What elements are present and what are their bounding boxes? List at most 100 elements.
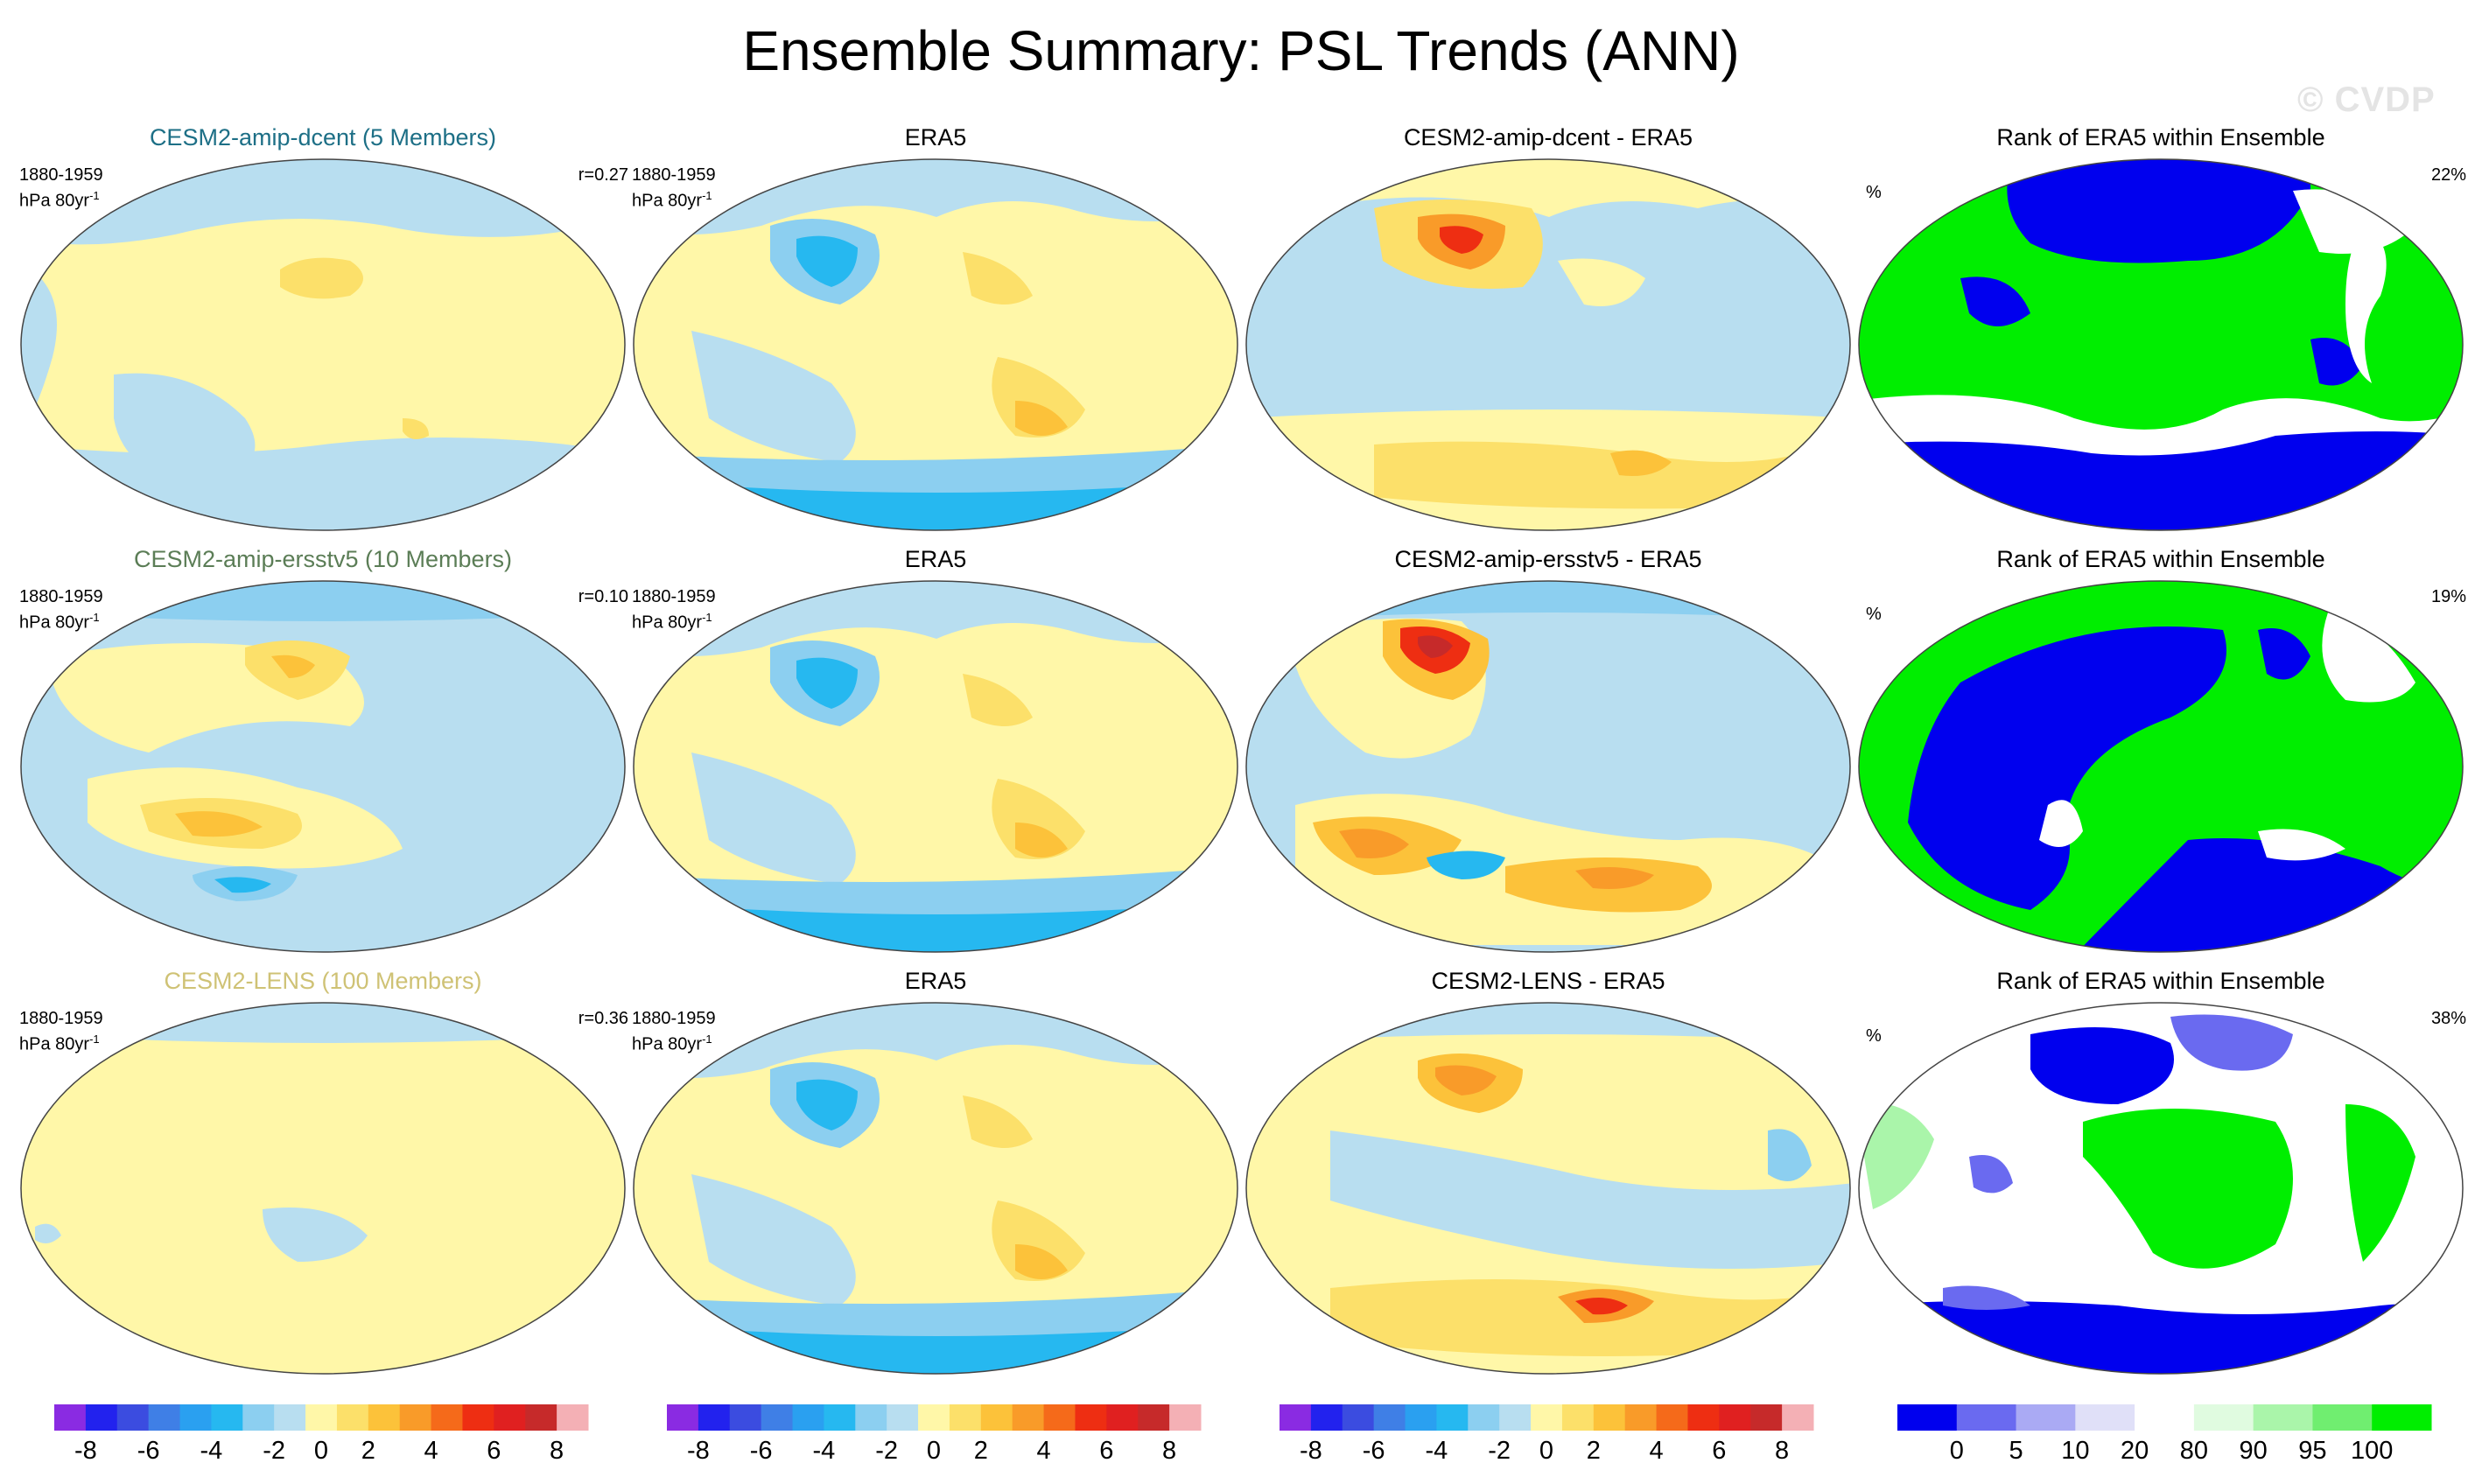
colorbar-swatch (2135, 1404, 2195, 1431)
period-label: 1880-1959 (632, 587, 716, 606)
colorbar-swatch (1624, 1404, 1658, 1431)
period-units-label: 1880-1959 hPa 80yr-1 (632, 1008, 716, 1055)
panel-title: ERA5 (904, 546, 967, 572)
units-exponent: -1 (89, 611, 100, 624)
rank-percent: 38% (2430, 1009, 2466, 1028)
colorbar-swatch (525, 1404, 557, 1431)
colorbar-tick-label: 2 (361, 1437, 375, 1465)
panel-obs-row1: ERA5 1880-1959 hPa 80yr-1 (630, 122, 1241, 534)
colorbar-swatch (1310, 1404, 1343, 1431)
colorbar-swatch (1782, 1404, 1814, 1431)
colorbar-swatch (148, 1404, 181, 1431)
colorbar-tick-label: 2 (1587, 1437, 1601, 1465)
panel-title: ERA5 (904, 124, 967, 150)
colorbar-tick-label: 4 (424, 1437, 438, 1465)
colorbar-swatch (2193, 1404, 2254, 1431)
colorbar-swatch (1468, 1404, 1500, 1431)
map-model-row2 (20, 580, 626, 953)
colorbar-swatch (1593, 1404, 1626, 1431)
colorbar-swatch (242, 1404, 275, 1431)
colorbar-tick-label: 10 (2061, 1437, 2089, 1465)
colorbar-tick-label: -2 (875, 1437, 898, 1465)
colorbar-swatch (368, 1404, 401, 1431)
colorbar-tick-label: 8 (1162, 1437, 1176, 1465)
colorbar-swatch (1897, 1404, 1958, 1431)
panel-title: CESM2-LENS (100 Members) (164, 968, 482, 994)
map-rank-row1 (1858, 158, 2464, 531)
panel-diff-row1: CESM2-amip-dcent - ERA5 (1243, 122, 1854, 534)
colorbar-swatch (85, 1404, 118, 1431)
colorbar-swatch (1750, 1404, 1783, 1431)
period-units-label: 1880-1959 hPa 80yr-1 (19, 1008, 103, 1055)
colorbar-tick-label: -4 (1426, 1437, 1448, 1465)
pattern-correlation: r=0.36 (578, 1009, 628, 1028)
units-exponent: -1 (702, 611, 712, 624)
panel-diff-row2: CESM2-amip-ersstv5 - ERA5 (1243, 544, 1854, 956)
units-exponent: -1 (89, 1032, 100, 1046)
colorbar-tick-label: 0 (314, 1437, 328, 1465)
map-diff-row3 (1245, 1002, 1851, 1375)
main-title: Ensemble Summary: PSL Trends (ANN) (742, 19, 1740, 82)
colorbar-swatch (1499, 1404, 1532, 1431)
units-label: hPa 80yr (632, 191, 703, 211)
map-rank-row3 (1858, 1002, 2464, 1375)
colorbar-tick-label: 8 (1775, 1437, 1789, 1465)
colorbar-swatch (2016, 1404, 2076, 1431)
colorbar-tick-label: 8 (550, 1437, 564, 1465)
panel-title: CESM2-amip-dcent (5 Members) (149, 124, 497, 150)
colorbar-tick-label: 95 (2298, 1437, 2326, 1465)
panel-model-row3: CESM2-LENS (100 Members) 1880-1959 hPa 80… (18, 966, 628, 1377)
colorbar-tick-label: 100 (2351, 1437, 2393, 1465)
panel-obs-row2: ERA5 1880-1959 hPa 80yr-1 (630, 544, 1241, 956)
colorbar-swatch (1561, 1404, 1595, 1431)
colorbar-swatch (211, 1404, 243, 1431)
period-label: 1880-1959 (632, 1009, 716, 1028)
colorbar-tick-label: -6 (750, 1437, 773, 1465)
period-label: 1880-1959 (19, 165, 103, 185)
panel-title: CESM2-amip-ersstv5 - ERA5 (1394, 546, 1702, 572)
colorbar-swatch (1531, 1404, 1563, 1431)
colorbar-swatch (1956, 1404, 2017, 1431)
colorbar-swatch (2312, 1404, 2373, 1431)
colorbar-tick-label: -8 (74, 1437, 97, 1465)
colorbar-swatch (949, 1404, 982, 1431)
map-model-row1 (20, 158, 626, 531)
colorbar-swatch (792, 1404, 824, 1431)
colorbar-tick-label: 6 (487, 1437, 501, 1465)
colorbar-swatch (698, 1404, 731, 1431)
colorbar-tick-label: 0 (1950, 1437, 1964, 1465)
colorbar-swatch (1342, 1404, 1375, 1431)
period-label: 1880-1959 (632, 165, 716, 185)
colorbar-tick-label: -4 (200, 1437, 223, 1465)
rank-colorbar: 0 5 10 20 80 90 95 100 (1897, 1404, 2432, 1465)
rank-unit: % (1866, 1026, 1882, 1046)
panel-title: Rank of ERA5 within Ensemble (1996, 968, 2325, 994)
colorbar-swatch (431, 1404, 463, 1431)
cvdp-watermark: © CVDP (2297, 80, 2436, 119)
panel-model-row2: CESM2-amip-ersstv5 (10 Members) 1880-195… (18, 544, 628, 956)
colorbar-swatch (116, 1404, 150, 1431)
colorbar-swatch (494, 1404, 526, 1431)
period-units-label: 1880-1959 hPa 80yr-1 (632, 586, 716, 634)
rank-unit: % (1866, 605, 1882, 624)
pattern-correlation: r=0.10 (578, 587, 628, 606)
colorbar-swatch (54, 1404, 87, 1431)
colorbar-swatch (336, 1404, 369, 1431)
units-exponent: -1 (702, 189, 712, 202)
period-label: 1880-1959 (19, 587, 103, 606)
units-exponent: -1 (89, 189, 100, 202)
units-label: hPa 80yr (19, 191, 90, 211)
panel-obs-row3: ERA5 1880-1959 hPa 80yr-1 (630, 966, 1241, 1377)
colorbar-tick-label: 6 (1099, 1437, 1113, 1465)
trend-colorbar-3: -8 -6 -4 -2 0 2 4 6 8 (1280, 1404, 1814, 1465)
colorbar-swatch (305, 1404, 338, 1431)
period-units-label: 1880-1959 hPa 80yr-1 (632, 164, 716, 212)
colorbar-tick-label: 80 (2180, 1437, 2208, 1465)
colorbar-tick-label: -6 (1363, 1437, 1385, 1465)
map-diff-row2 (1245, 580, 1851, 953)
trend-colorbar-1: -8 -6 -4 -2 0 2 4 6 8 (54, 1404, 589, 1465)
colorbar-tick-label: 4 (1650, 1437, 1664, 1465)
colorbar-swatch (2253, 1404, 2313, 1431)
rank-percent: 19% (2430, 587, 2466, 606)
colorbar-tick-label: 6 (1712, 1437, 1726, 1465)
